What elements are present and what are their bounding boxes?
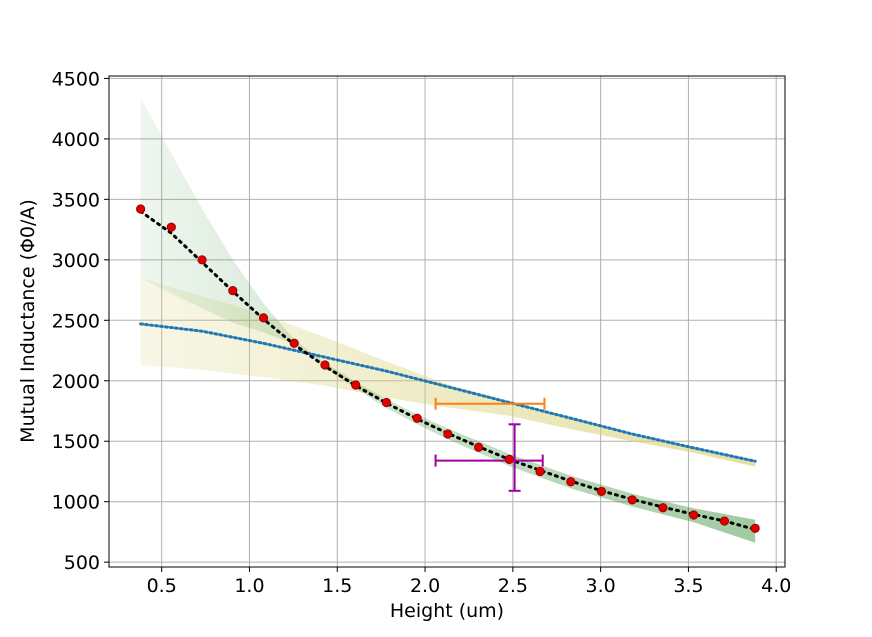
x-axis-ticks: 0.5 1.0 1.5 2.0 2.5 3.0 3.5 4.0 (147, 567, 791, 597)
y-axis-ticks: 500 1000 1500 2000 2500 3000 3500 4000 4500 (52, 68, 109, 574)
data-point (412, 413, 422, 423)
x-axis-label: Height (um) (390, 600, 504, 622)
grid-lines (109, 76, 785, 567)
x-tick-label: 3.0 (586, 575, 616, 597)
data-point (627, 495, 637, 505)
data-point (258, 313, 269, 323)
data-point (719, 516, 730, 526)
y-tick-label: 1000 (52, 492, 100, 514)
data-point (504, 454, 514, 464)
data-points (136, 204, 760, 533)
plot-area (108, 75, 786, 568)
blue-dotted-fit-line (139, 322, 757, 463)
x-tick-label: 2.5 (498, 575, 528, 597)
y-tick-label: 4000 (52, 129, 100, 151)
data-point (535, 466, 545, 477)
y-tick-label: 3500 (52, 189, 100, 211)
x-tick-label: 3.5 (673, 575, 703, 597)
y-tick-label: 3000 (52, 250, 100, 272)
x-tick-label: 1.5 (322, 575, 352, 597)
data-point (351, 380, 361, 390)
x-tick-label: 2.0 (410, 575, 440, 597)
data-point (596, 486, 607, 497)
error-bars (434, 397, 546, 492)
data-point (136, 204, 146, 214)
x-tick-label: 4.0 (761, 575, 791, 597)
y-tick-label: 2000 (52, 371, 100, 393)
data-point (197, 255, 207, 265)
data-point (689, 510, 699, 520)
data-point (566, 477, 576, 487)
x-tick-label: 1.0 (234, 575, 264, 597)
data-point (320, 360, 330, 370)
data-point (658, 503, 668, 513)
y-tick-label: 500 (64, 552, 100, 574)
data-point (381, 397, 392, 408)
y-tick-label: 2500 (52, 310, 100, 332)
data-point (443, 429, 453, 439)
y-tick-label: 4500 (52, 68, 100, 90)
data-point (474, 442, 484, 452)
axes-frame (108, 75, 786, 568)
data-point (289, 338, 299, 348)
data-point (750, 523, 760, 533)
data-point (228, 286, 238, 296)
y-axis-label: Mutual Inductance (Φ0/A) (17, 199, 39, 443)
y-tick-label: 1500 (52, 431, 100, 453)
data-point (166, 222, 176, 232)
x-tick-label: 0.5 (147, 575, 177, 597)
